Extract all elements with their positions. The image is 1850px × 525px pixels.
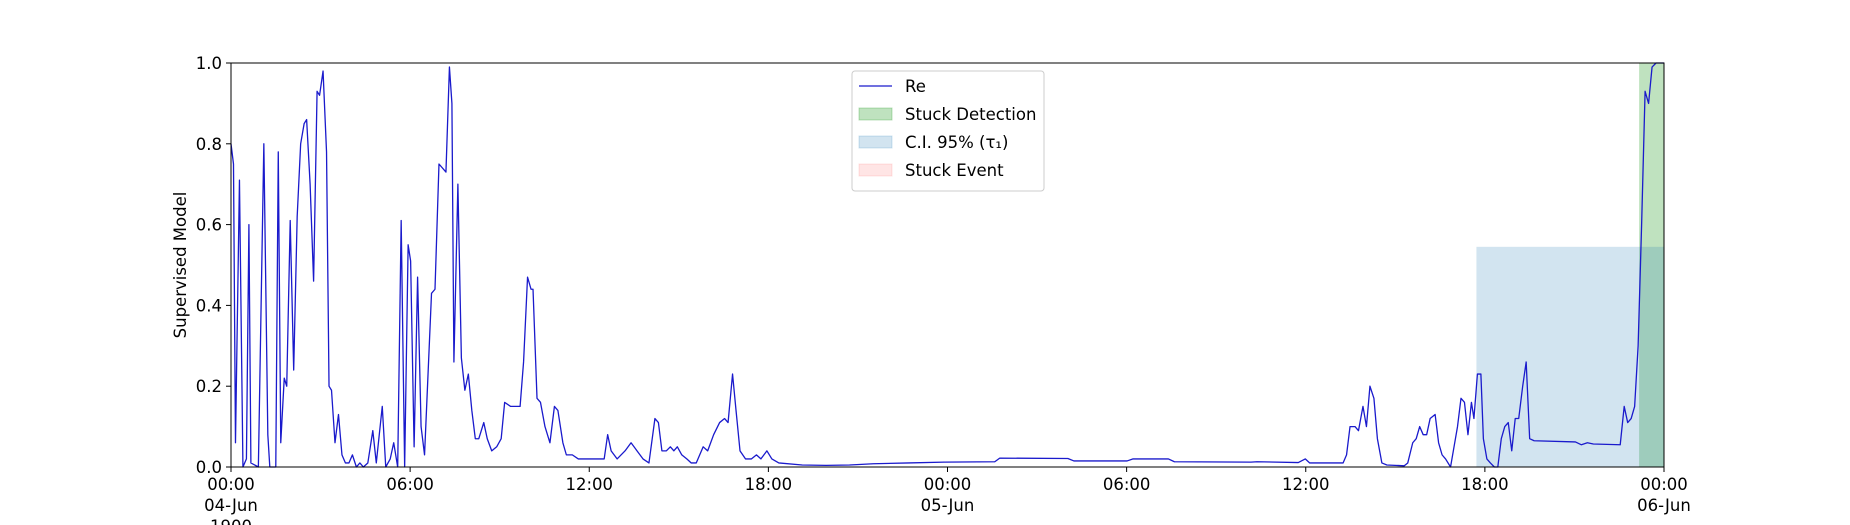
legend-patch xyxy=(858,135,893,149)
x-tick-label: 1900 xyxy=(210,517,252,525)
legend-box xyxy=(851,70,1045,192)
legend-patch xyxy=(858,163,893,177)
y-tick-label: 0.6 xyxy=(196,216,222,235)
legend-label: Re xyxy=(905,77,926,96)
y-tick-label: 0.8 xyxy=(196,135,222,154)
x-tick-label: 04-Jun xyxy=(204,496,258,515)
x-tick-label: 00:00 xyxy=(924,475,972,494)
x-tick-label: 18:00 xyxy=(1461,475,1509,494)
x-tick-label: 00:00 xyxy=(1640,475,1688,494)
x-tick-label: 18:00 xyxy=(745,475,793,494)
legend-patch xyxy=(858,107,893,121)
x-tick-label: 06-Jun xyxy=(1637,496,1691,515)
x-tick-label: 06:00 xyxy=(386,475,434,494)
y-tick-label: 0.0 xyxy=(196,458,222,477)
x-tick-label: 06:00 xyxy=(1103,475,1151,494)
legend: Re Stuck Detection C.I. 95% (τ₁) Stuck Even… xyxy=(851,70,1045,192)
x-tick-label: 12:00 xyxy=(1282,475,1330,494)
legend-label: Stuck Detection xyxy=(905,105,1036,124)
legend-label: Stuck Event xyxy=(905,161,1004,180)
y-tick-label: 1.0 xyxy=(196,54,222,73)
data-line xyxy=(230,62,1664,468)
x-tick-label: 05-Jun xyxy=(921,496,975,515)
y-tick-label: 0.4 xyxy=(196,296,222,315)
y-axis-label: Supervised Model xyxy=(171,192,190,339)
y-tick-label: 0.2 xyxy=(196,377,222,396)
legend-label: C.I. 95% (τ₁) xyxy=(905,133,1008,152)
x-tick-label: 12:00 xyxy=(565,475,613,494)
x-tick-label: 00:00 xyxy=(207,475,255,494)
span xyxy=(1476,246,1664,467)
span xyxy=(1639,63,1664,467)
